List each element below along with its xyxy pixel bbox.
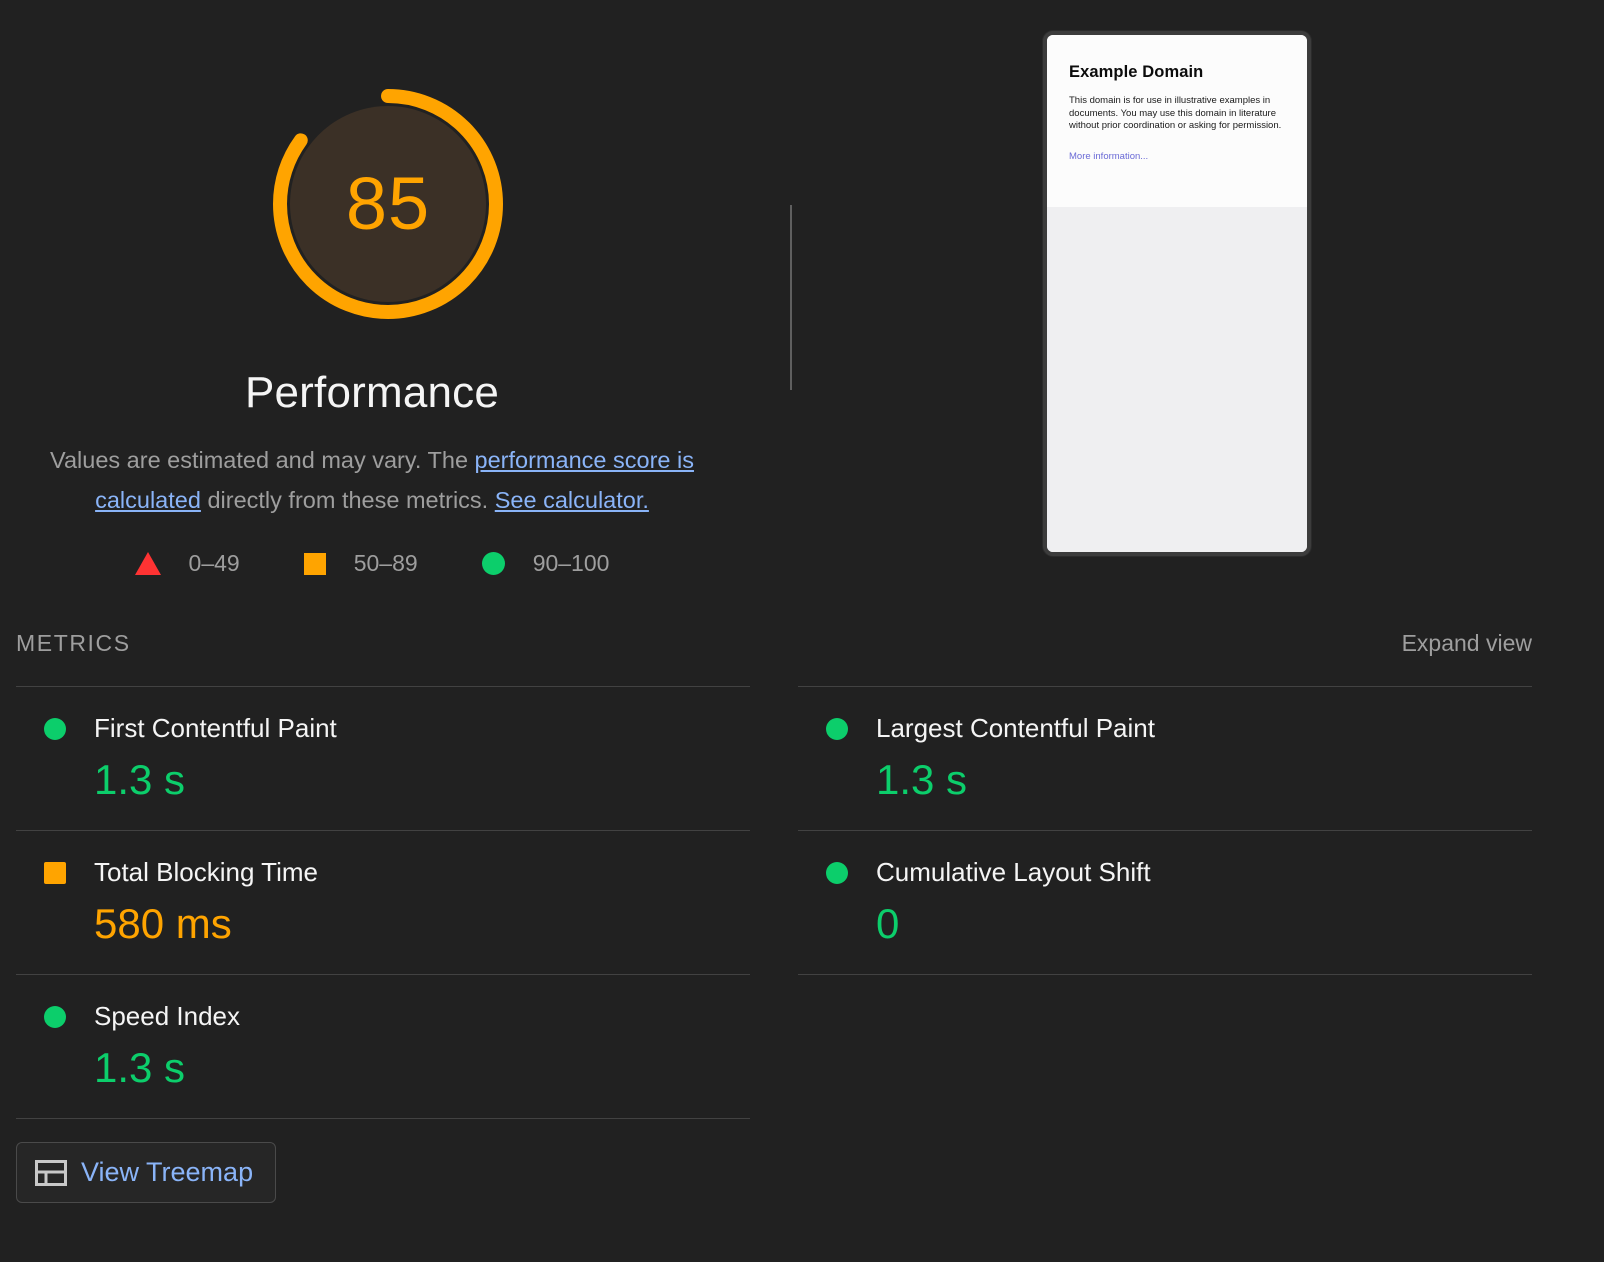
metric-value: 1.3 s: [94, 756, 186, 803]
see-calculator-link[interactable]: See calculator.: [494, 487, 649, 513]
metric-speed-index[interactable]: Speed Index 1.3 s: [16, 974, 750, 1118]
view-treemap-button[interactable]: View Treemap: [16, 1142, 277, 1203]
performance-score-value: 85: [345, 162, 431, 245]
gauge-arc-icon: [273, 89, 503, 319]
metric-value: 580 ms: [94, 900, 232, 947]
metric-label: Total Blocking Time: [94, 857, 318, 887]
metrics-column-left: First Contentful Paint 1.3 s Total Block…: [16, 686, 750, 1118]
metrics-column-right-end-rule: [798, 974, 1532, 1118]
legend-range-average: 50–89: [353, 550, 418, 576]
circle-pass-icon: [44, 1005, 66, 1028]
metric-label: First Contentful Paint: [94, 713, 337, 743]
legend-range-fail: 0–49: [188, 550, 240, 576]
metric-label: Speed Index: [94, 1001, 241, 1031]
disclaimer-text-1: Values are estimated and may vary. The: [50, 447, 475, 473]
thumbnail-page-body: [1047, 207, 1307, 552]
metrics-header: METRICS Expand view: [0, 630, 1604, 686]
treemap-icon: [35, 1159, 67, 1186]
thumbnail-frame: Example Domain This domain is for use in…: [1043, 31, 1311, 556]
circle-pass-icon: [826, 861, 848, 884]
page-title: Performance: [244, 368, 500, 417]
legend-item-pass: 90–100: [481, 550, 610, 577]
metric-head: First Contentful Paint: [16, 713, 750, 744]
metric-head: Cumulative Layout Shift: [798, 857, 1532, 888]
metric-head: Largest Contentful Paint: [798, 713, 1532, 744]
score-and-thumbnail-area: 85 Performance Values are estimated and …: [0, 0, 1604, 620]
score-disclaimer: Values are estimated and may vary. The p…: [22, 440, 722, 520]
circle-pass-icon: [481, 552, 505, 575]
thumbnail-more-information-link: More information...: [1069, 150, 1149, 162]
metric-cumulative-layout-shift[interactable]: Cumulative Layout Shift 0: [798, 830, 1532, 974]
metric-label: Largest Contentful Paint: [876, 713, 1155, 743]
metric-largest-contentful-paint[interactable]: Largest Contentful Paint 1.3 s: [798, 686, 1532, 830]
performance-score-calculated-link[interactable]: performance score is calculated: [95, 447, 694, 513]
report-footer: View Treemap: [0, 1118, 782, 1203]
thumbnail-page-card: Example Domain This domain is for use in…: [1047, 35, 1307, 207]
square-average-icon: [303, 552, 326, 575]
disclaimer-text-2: directly from these metrics.: [200, 487, 495, 513]
vertical-divider: [790, 205, 792, 390]
metric-head: Speed Index: [16, 1001, 750, 1032]
metric-total-blocking-time[interactable]: Total Blocking Time 580 ms: [16, 830, 750, 974]
circle-pass-icon: [44, 717, 66, 740]
score-scale-legend: 0–49 50–89 90–100: [16, 550, 728, 577]
footer-divider: [16, 1118, 750, 1119]
metric-value: 0: [876, 900, 900, 947]
metric-first-contentful-paint[interactable]: First Contentful Paint 1.3 s: [16, 686, 750, 830]
legend-range-pass: 90–100: [532, 550, 610, 576]
legend-item-fail: 0–49: [134, 550, 240, 577]
metrics-column-right: Largest Contentful Paint 1.3 s Cumulativ…: [798, 686, 1532, 1118]
expand-view-toggle[interactable]: Expand view: [1401, 630, 1532, 656]
thumbnail-paragraph: This domain is for use in illustrative e…: [1069, 95, 1282, 131]
metric-value: 1.3 s: [876, 756, 968, 803]
circle-pass-icon: [826, 717, 848, 740]
view-treemap-label: View Treemap: [81, 1157, 254, 1187]
metric-label: Cumulative Layout Shift: [876, 857, 1151, 887]
metrics-section-title: METRICS: [16, 630, 131, 656]
performance-gauge[interactable]: 85: [268, 84, 508, 324]
page-screenshot-thumbnail[interactable]: Example Domain This domain is for use in…: [1043, 31, 1311, 556]
performance-score-column: 85 Performance Values are estimated and …: [0, 0, 744, 577]
square-average-icon: [44, 861, 66, 884]
metrics-grid: First Contentful Paint 1.3 s Total Block…: [0, 686, 1604, 1118]
legend-item-average: 50–89: [303, 550, 418, 577]
metric-head: Total Blocking Time: [16, 857, 750, 888]
metric-value: 1.3 s: [94, 1044, 186, 1091]
thumbnail-heading: Example Domain: [1069, 63, 1204, 81]
triangle-fail-icon: [134, 552, 161, 575]
